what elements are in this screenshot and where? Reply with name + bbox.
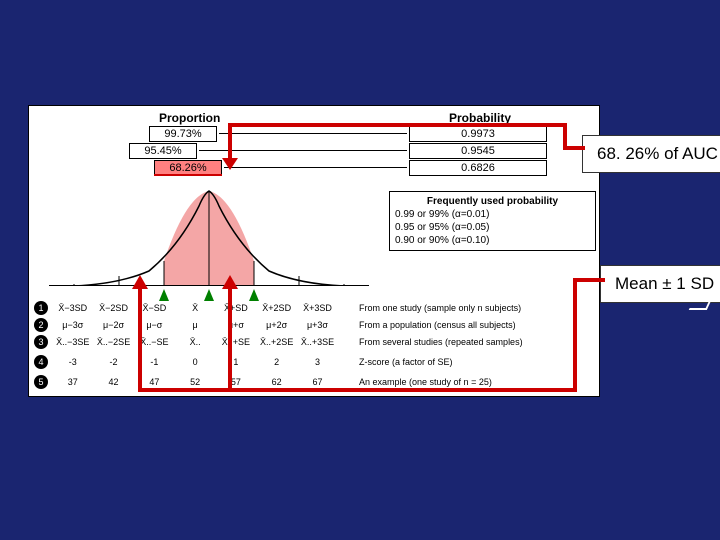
freq-line-1: 0.99 or 99% (α=0.01) [395,208,590,221]
pct-9973: 99.73% [149,126,217,142]
l2c5: μ+2σ [258,320,296,330]
prob-6826: 0.6826 [409,160,547,176]
pct-9545: 95.45% [129,143,197,159]
legend-desc-1: From one study (sample only n subjects) [359,303,521,313]
l1c6: X̄+3SD [298,303,336,313]
bell-curve [49,176,369,286]
l3c4: X̄..+SE [217,337,255,347]
l1c0: X̄−3SD [54,303,92,313]
l3c1: X̄..−2SE [95,337,133,347]
l1c1: X̄−2SD [95,303,133,313]
legend-row-2: 2 μ−3σ μ−2σ μ−σ μ μ+σ μ+2σ μ+3σ [34,318,336,332]
legend-desc-4: Z-score (a factor of SE) [359,357,453,367]
legend-num-1: 1 [34,301,48,315]
slide: Proportion Probability 99.73% 0.9973 95.… [0,0,720,540]
l3c3: X̄.. [176,337,214,347]
freq-title: Frequently used probability [395,195,590,208]
l3c0: X̄..−3SE [54,337,92,347]
freq-line-3: 0.90 or 90% (α=0.10) [395,234,590,247]
l2c6: μ+3σ [298,320,336,330]
legend-num-2: 2 [34,318,48,332]
l3c6: X̄..+3SE [298,337,336,347]
l1c2: X̄−SD [135,303,173,313]
legend-row-1: 1 X̄−3SD X̄−2SD X̄−SD X̄ X̄+SD X̄+2SD X̄… [34,301,336,315]
green-arrow-2 [204,289,214,301]
l5c4: 57 [217,377,255,387]
l2c2: μ−σ [135,320,173,330]
legend-desc-2: From a population (census all subjects) [359,320,516,330]
legend-num-4: 4 [34,355,48,369]
l1c3: X̄ [176,303,214,313]
x-axis [49,285,369,286]
l4c6: 3 [298,357,336,367]
legend-num-3: 3 [34,335,48,349]
legend-row-4: 4 -3 -2 -1 0 1 2 3 [34,355,336,369]
l5c6: 67 [298,377,336,387]
l4c0: -3 [54,357,92,367]
legend-row-5: 5 37 42 47 52 57 62 67 [34,375,336,389]
l3c5: X̄..+2SE [258,337,296,347]
l4c3: 0 [176,357,214,367]
l5c3: 52 [176,377,214,387]
l4c4: 1 [217,357,255,367]
l4c1: -2 [95,357,133,367]
l5c1: 42 [95,377,133,387]
green-arrow-1 [159,289,169,301]
callout-auc: 68. 26% of AUC [582,135,720,173]
probability-header: Probability [449,111,511,125]
l2c0: μ−3σ [54,320,92,330]
l4c2: -1 [135,357,173,367]
legend-row-3: 3 X̄..−3SE X̄..−2SE X̄..−SE X̄.. X̄..+SE… [34,335,336,349]
bracket-3sd [219,133,407,134]
l3c2: X̄..−SE [135,337,173,347]
bracket-2sd [199,150,407,151]
prob-9973: 0.9973 [409,126,547,142]
legend-desc-5: An example (one study of n = 25) [359,377,492,387]
diagram-panel: Proportion Probability 99.73% 0.9973 95.… [28,105,600,397]
freq-line-2: 0.95 or 95% (α=0.05) [395,221,590,234]
freq-box: Frequently used probability 0.99 or 99% … [389,191,596,251]
legend-desc-3: From several studies (repeated samples) [359,337,523,347]
green-arrow-3 [249,289,259,301]
proportion-header: Proportion [159,111,220,125]
l2c3: μ [176,320,214,330]
l5c5: 62 [258,377,296,387]
prob-9545: 0.9545 [409,143,547,159]
l5c2: 47 [135,377,173,387]
l4c5: 2 [258,357,296,367]
bracket-1sd [224,167,407,168]
l1c4: X̄+SD [217,303,255,313]
l2c1: μ−2σ [95,320,133,330]
legend-num-5: 5 [34,375,48,389]
l5c0: 37 [54,377,92,387]
l2c4: μ+σ [217,320,255,330]
l1c5: X̄+2SD [258,303,296,313]
